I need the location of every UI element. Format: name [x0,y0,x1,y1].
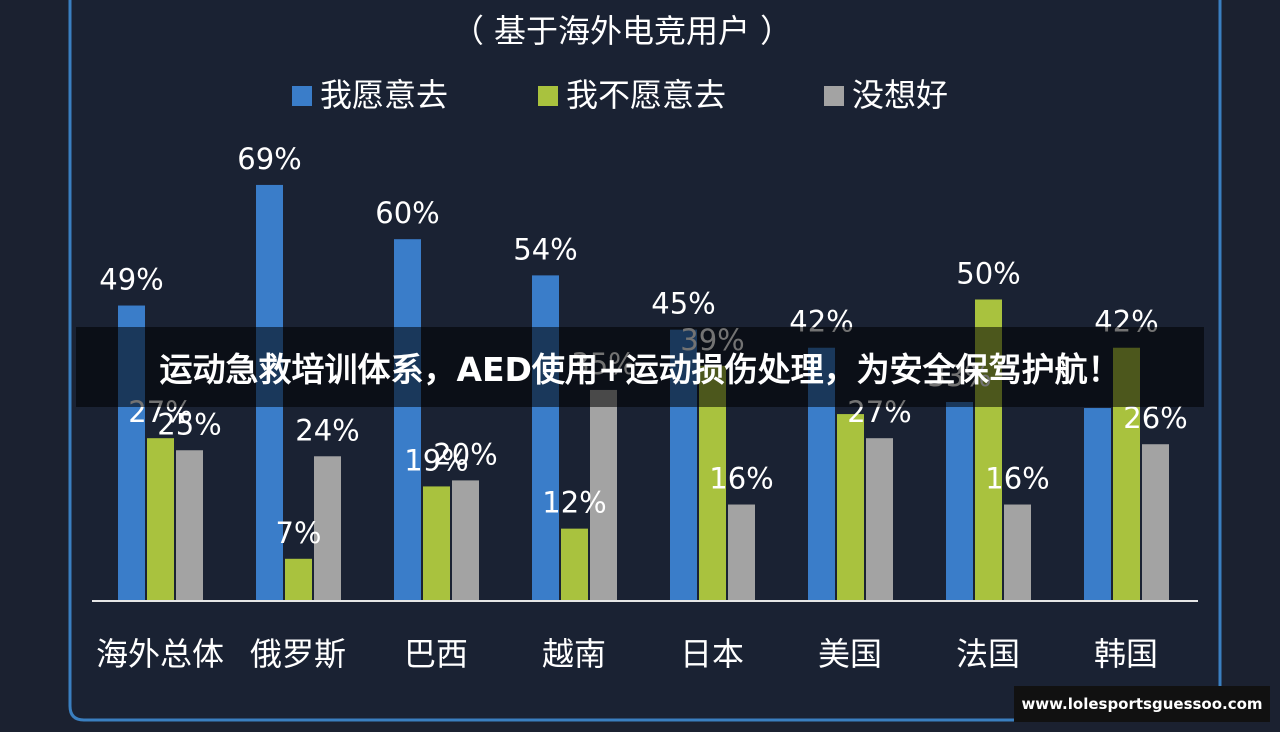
bar-4-2 [561,528,588,601]
legend-swatch-1 [292,86,312,106]
data-label-2-3: 24% [295,413,359,447]
watermark-url[interactable]: www.lolesportsguessoo.com [1014,686,1270,722]
data-label-3-3: 20% [433,437,497,471]
data-label-3-1: 60% [375,196,439,230]
bar-3-3 [452,480,479,601]
bar-8-3 [1142,444,1169,601]
bar-6-3 [866,438,893,601]
bar-2-2 [285,558,312,601]
x-tick-label-4: 越南 [542,635,606,673]
x-tick-label-1: 海外总体 [96,635,224,673]
x-tick-label-2: 俄罗斯 [250,635,346,673]
x-axis-ticks: 海外总体 俄罗斯 巴西 越南 日本 美国 法国 韩国 [96,635,1158,673]
legend-swatch-3 [824,86,844,106]
bar-4-3 [590,389,617,601]
bar-5-3 [728,504,755,601]
bar-1-2 [147,438,174,601]
data-label-4-2: 12% [542,486,606,520]
bar-3-2 [423,486,450,601]
x-tick-label-6: 美国 [818,635,882,673]
x-tick-label-8: 韩国 [1094,635,1158,673]
chart-subtitle: （ 基于海外电竞用户 ） [452,12,792,50]
promo-banner: 运动急救培训体系，AED使用+运动损伤处理，为安全保驾护航！ [76,327,1204,407]
bar-2-3 [314,456,341,601]
data-label-1-1: 49% [99,263,163,297]
x-tick-label-3: 巴西 [404,635,468,673]
x-tick-label-5: 日本 [680,635,744,673]
bar-8-1 [1084,408,1111,601]
data-label-2-1: 69% [237,142,301,176]
data-label-3-2: 19% [404,443,468,477]
data-label-7-3: 16% [985,462,1049,496]
x-tick-label-7: 法国 [956,635,1020,673]
legend-label-1: 我愿意去 [320,76,448,114]
bar-3-1 [394,239,421,601]
bar-4-1 [532,275,559,601]
data-label-5-3: 16% [709,462,773,496]
legend-label-2: 我不愿意去 [566,76,726,114]
data-label-7-2: 50% [956,257,1020,291]
watermark-url-text: www.lolesportsguessoo.com [1021,695,1263,713]
legend-label-3: 没想好 [852,76,948,114]
legend-swatch-2 [538,86,558,106]
data-label-1-3: 25% [157,407,221,441]
bar-7-1 [946,402,973,601]
bar-7-3 [1004,504,1031,601]
data-label-4-1: 54% [513,232,577,266]
promo-banner-text: 运动急救培训体系，AED使用+运动损伤处理，为安全保驾护航！ [159,350,1121,389]
chart-legend: 我愿意去 我不愿意去 没想好 [292,76,948,114]
data-label-2-2: 7% [275,516,321,550]
bar-1-3 [176,450,203,601]
data-label-5-1: 45% [651,287,715,321]
bar-6-2 [837,414,864,601]
